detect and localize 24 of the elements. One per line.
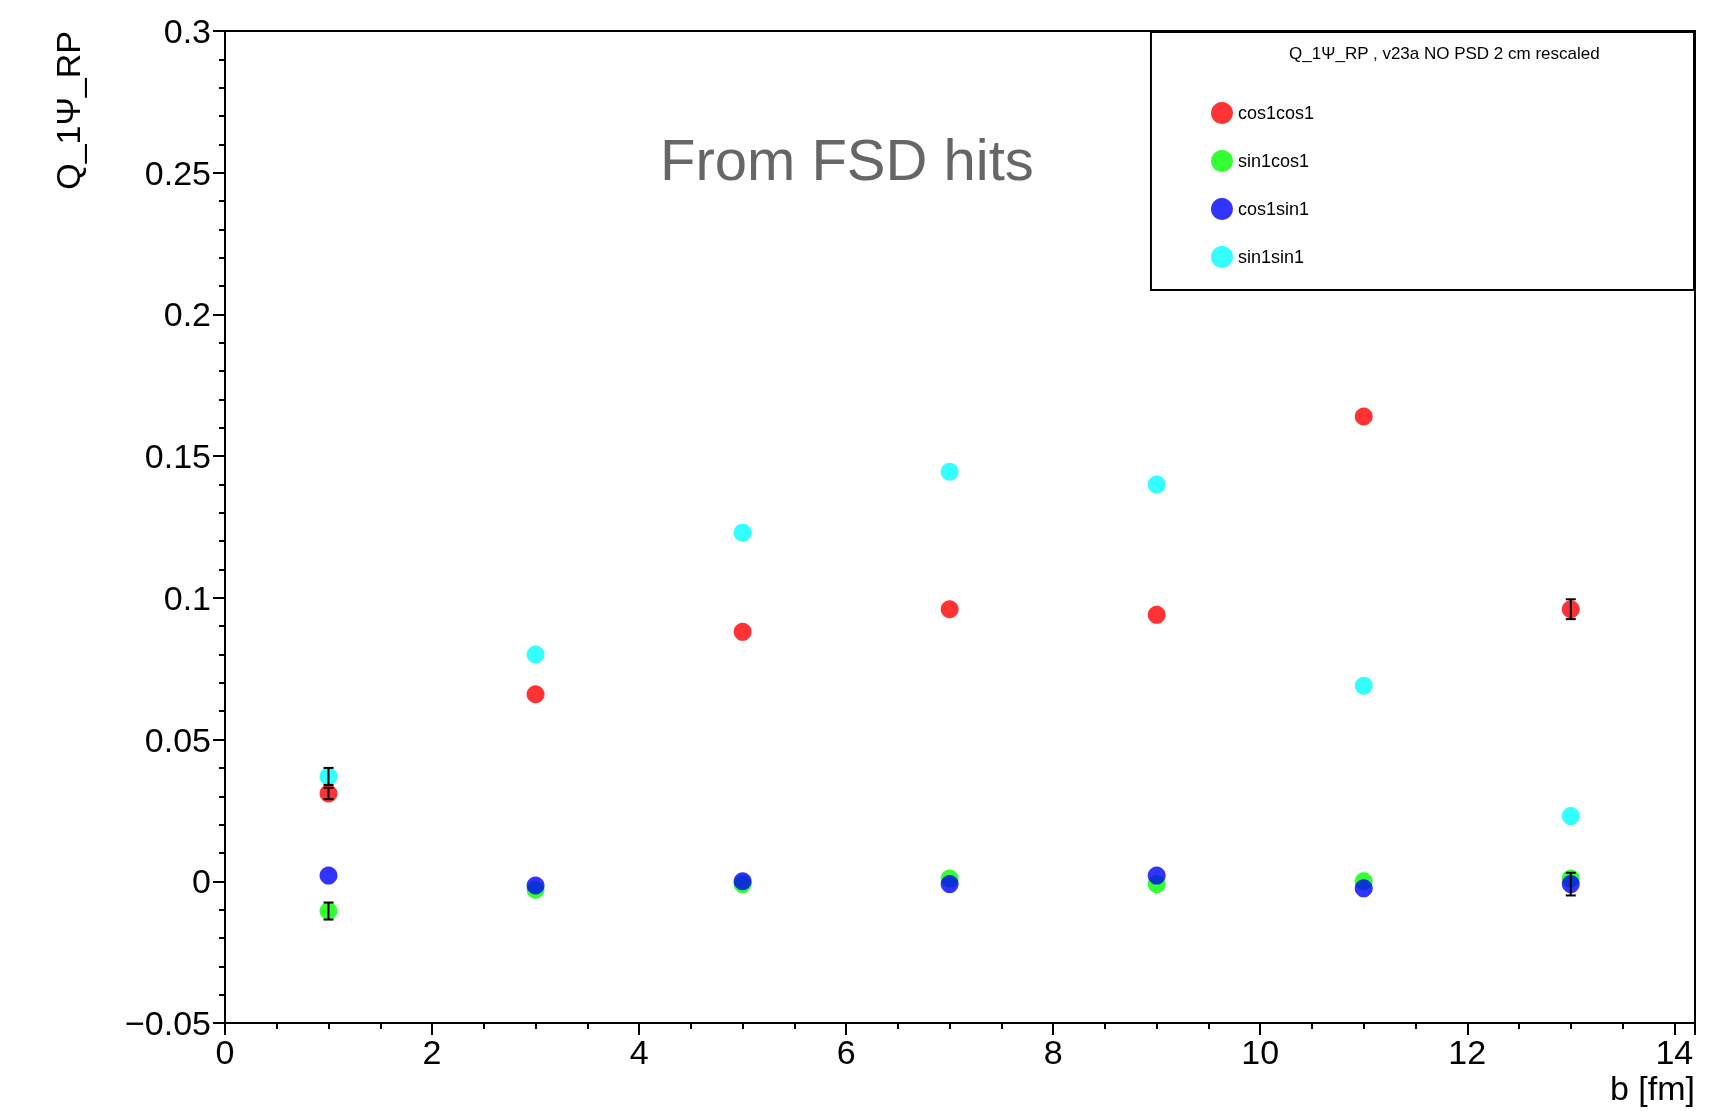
x-tick-label: 6 bbox=[836, 1033, 856, 1071]
x-tick-label: 2 bbox=[422, 1033, 442, 1071]
y-tick-label: 0.3 bbox=[163, 12, 211, 50]
legend-label: sin1sin1 bbox=[1237, 247, 1304, 267]
annotation: From FSD hits bbox=[660, 126, 1034, 192]
y-tick-label: 0.25 bbox=[144, 153, 211, 192]
x-tick-label: 10 bbox=[1241, 1033, 1280, 1071]
y-tick-label: 0.15 bbox=[144, 437, 211, 476]
x-tick-label: 8 bbox=[1043, 1033, 1063, 1071]
legend-label: sin1cos1 bbox=[1237, 151, 1309, 171]
y-tick-label: 0.1 bbox=[163, 578, 211, 617]
x-tick-label: 0 bbox=[215, 1033, 235, 1071]
x-tick-label: 14 bbox=[1655, 1033, 1694, 1071]
legend-label: cos1cos1 bbox=[1237, 103, 1314, 123]
y-tick-label: 0.2 bbox=[163, 295, 211, 334]
y-tick-label: 0 bbox=[192, 862, 211, 901]
legend-title: Q_1Ψ_RP , v23a NO PSD 2 cm rescaled bbox=[1289, 44, 1600, 63]
y-tick-label: −0.05 bbox=[124, 1004, 211, 1042]
x-axis-title: b [fm] bbox=[1609, 1069, 1696, 1107]
x-tick-label: 4 bbox=[629, 1033, 649, 1071]
y-axis-title: Q_1Ψ_RP bbox=[49, 31, 87, 190]
legend-label: cos1sin1 bbox=[1237, 199, 1309, 219]
x-tick-label: 12 bbox=[1448, 1033, 1487, 1071]
y-tick-label: 0.05 bbox=[144, 720, 211, 759]
